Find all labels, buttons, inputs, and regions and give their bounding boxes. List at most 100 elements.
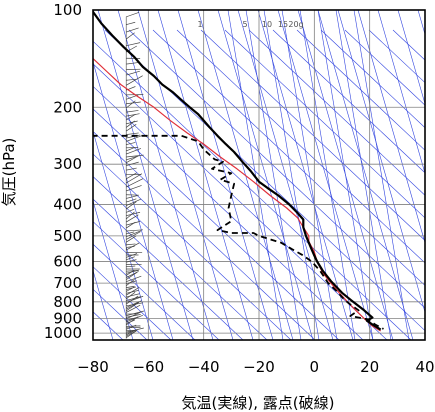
x-tick-label: 20 (360, 358, 379, 376)
y-tick-label: 100 (53, 1, 82, 19)
isotherm-line (93, 199, 134, 340)
isotherm-line (357, 10, 425, 244)
wind-barb (126, 195, 138, 199)
isotherm-line (93, 269, 114, 340)
isotherm-line (417, 10, 425, 36)
wind-barb (126, 280, 137, 285)
profile-lines (93, 10, 384, 332)
y-tick-label: 1000 (44, 324, 82, 342)
wind-barb (126, 231, 135, 235)
wind-barb (125, 279, 135, 286)
y-tick-label: 200 (53, 98, 82, 116)
wind-barb (126, 42, 141, 47)
isotherm-line (137, 10, 234, 340)
wind-barb (126, 229, 143, 232)
wind-barb (126, 161, 139, 166)
wind-barb (126, 185, 142, 192)
isotherm-adiabat-lines (93, 10, 425, 340)
wind-barb (126, 302, 140, 312)
wind-barb (126, 265, 136, 268)
isotherm-line (257, 10, 354, 340)
mixing-ratio-line (353, 10, 410, 340)
wind-barb (126, 172, 137, 180)
wind-barb (126, 301, 140, 308)
wind-barb (126, 147, 135, 152)
mixing-ratio-label: 1 (197, 20, 202, 29)
mixing-ratio-label: 20g (288, 20, 303, 29)
adiabat-line (93, 176, 268, 340)
adiabat-line (152, 29, 425, 286)
x-tick-label: 40 (415, 358, 434, 376)
adiabat-line (200, 29, 425, 241)
wind-barb (126, 285, 135, 288)
temperature-line (93, 10, 382, 331)
x-tick-label: −60 (133, 358, 165, 376)
x-tick-label: −20 (243, 358, 275, 376)
isotherm-line (177, 10, 274, 340)
isotherm-line (397, 10, 425, 105)
adiabat-line (248, 29, 425, 196)
wind-barb (126, 113, 136, 121)
wind-barb (126, 167, 137, 171)
mixing-ratio-labels: 1 5 10 15 20g (197, 20, 303, 29)
wind-barb-column (125, 11, 145, 339)
wind-barb (126, 256, 135, 261)
y-tick-label: 300 (53, 155, 82, 173)
adiabat-line (128, 29, 425, 309)
adiabat-line (93, 85, 364, 340)
adiabat-line (224, 29, 425, 219)
x-axis-ticks: −80 −60 −40 −20 0 20 40 (77, 358, 434, 376)
wind-barb (126, 286, 135, 292)
wind-barb (126, 120, 138, 125)
wind-barb (126, 275, 142, 283)
wind-barb (126, 326, 141, 329)
x-tick-label: −40 (188, 358, 220, 376)
wind-barb (126, 311, 142, 320)
mixing-ratio-label: 10 (262, 20, 272, 29)
reference-profile-line (93, 57, 382, 332)
wind-barb (126, 329, 135, 334)
wind-barb (126, 329, 137, 336)
wind-barb (126, 314, 143, 323)
adiabat-line (93, 131, 316, 340)
wind-barb (126, 259, 137, 263)
wind-barb (126, 269, 135, 276)
isotherm-line (97, 10, 194, 340)
wind-barb (126, 304, 141, 313)
wind-barb (126, 330, 137, 337)
adiabat-line (320, 29, 425, 129)
wind-barb (126, 243, 136, 246)
wind-barb (126, 208, 135, 213)
wind-barb (126, 296, 141, 301)
wind-barb (126, 21, 136, 25)
adiabat-line (93, 221, 220, 340)
mixing-ratio-line (281, 10, 338, 340)
wind-barb (126, 198, 137, 203)
wind-barb (126, 148, 142, 155)
y-tick-label: 500 (53, 227, 82, 245)
y-tick-label: 700 (53, 274, 82, 292)
wind-barb (126, 235, 137, 243)
mixing-ratio-line (299, 10, 356, 340)
wind-barb (125, 120, 135, 128)
wind-barb (126, 230, 142, 238)
x-tick-label: 0 (310, 358, 320, 376)
wind-barb (126, 253, 138, 258)
isotherm-line (93, 130, 154, 340)
wind-barb (126, 11, 140, 18)
wind-barb (125, 211, 135, 220)
wind-barb (126, 113, 140, 117)
wind-barb (126, 142, 136, 145)
isotherm-line (317, 10, 414, 340)
wind-barb (126, 211, 141, 217)
adiabat-line (272, 29, 425, 174)
wind-barb (126, 155, 139, 164)
mixing-ratio-line (335, 10, 392, 340)
isotherm-line (117, 10, 214, 340)
wind-barb (126, 173, 143, 184)
mixing-ratio-label: 5 (242, 20, 247, 29)
isotherm-line (157, 10, 254, 340)
wind-barb (125, 292, 136, 300)
isotherm-line (217, 10, 314, 340)
